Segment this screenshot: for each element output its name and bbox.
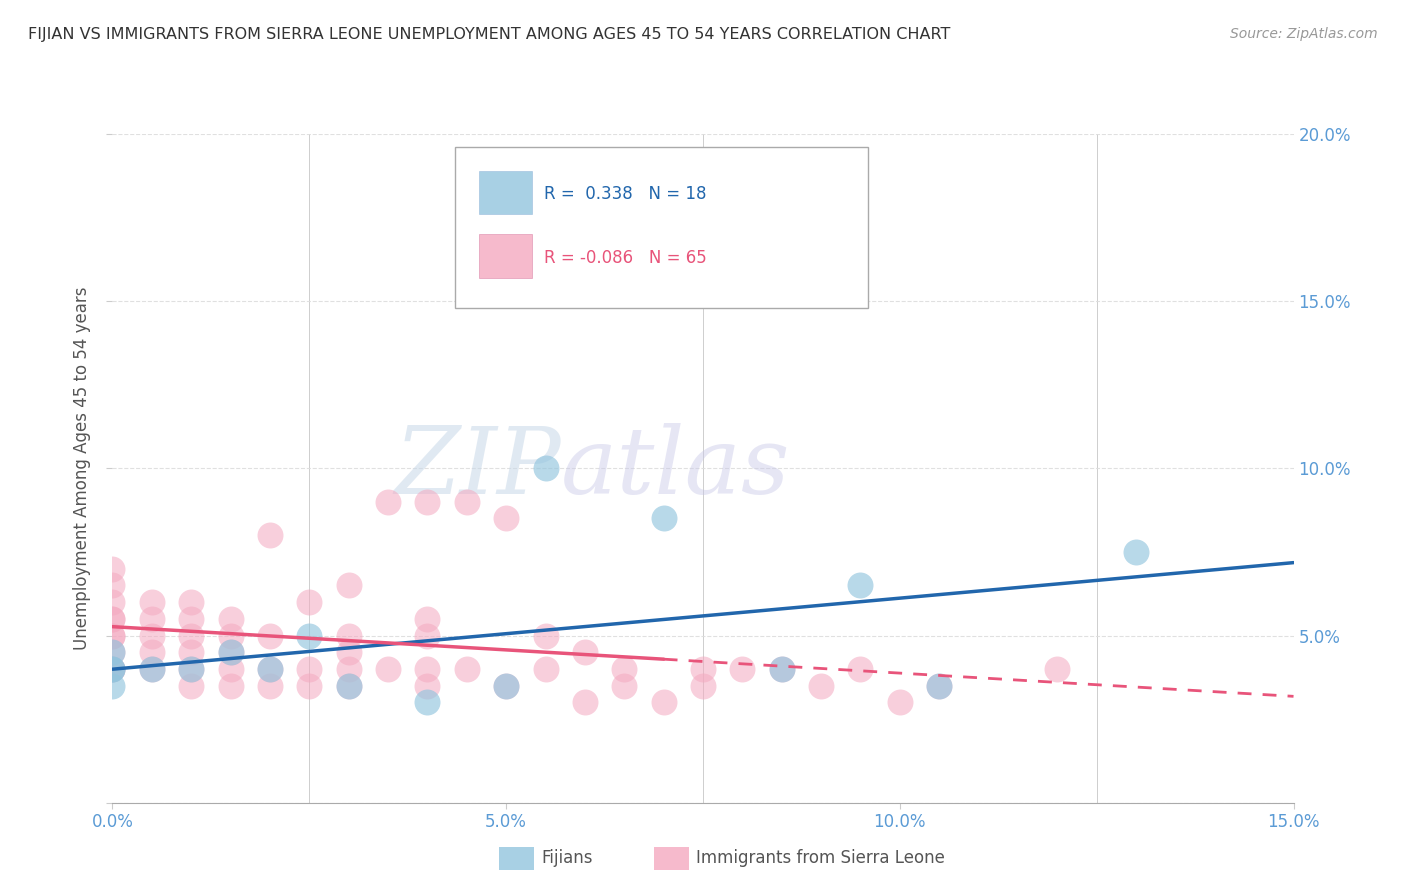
Point xyxy=(574,645,596,659)
Point xyxy=(101,595,124,609)
Point xyxy=(416,679,439,693)
Point xyxy=(298,628,321,642)
Point xyxy=(849,662,872,676)
Point xyxy=(534,461,557,475)
Point xyxy=(101,612,124,626)
Point xyxy=(416,696,439,710)
Point xyxy=(298,679,321,693)
FancyBboxPatch shape xyxy=(478,170,531,214)
Point xyxy=(298,595,321,609)
Point xyxy=(101,662,124,676)
Text: atlas: atlas xyxy=(561,424,790,513)
Point xyxy=(141,662,163,676)
Text: R =  0.338   N = 18: R = 0.338 N = 18 xyxy=(544,185,706,203)
Point xyxy=(337,578,360,592)
Point xyxy=(337,645,360,659)
Point xyxy=(259,528,281,542)
Text: Fijians: Fijians xyxy=(541,849,593,867)
Point xyxy=(416,662,439,676)
Point xyxy=(416,494,439,508)
Point xyxy=(416,628,439,642)
Point xyxy=(416,612,439,626)
Text: Immigrants from Sierra Leone: Immigrants from Sierra Leone xyxy=(696,849,945,867)
Point xyxy=(180,662,202,676)
Point xyxy=(534,662,557,676)
Point xyxy=(456,662,478,676)
Point xyxy=(377,494,399,508)
Point xyxy=(141,628,163,642)
Point xyxy=(652,511,675,525)
Point xyxy=(219,612,242,626)
Point xyxy=(337,628,360,642)
Point xyxy=(101,662,124,676)
Text: R = -0.086   N = 65: R = -0.086 N = 65 xyxy=(544,249,706,267)
Point xyxy=(770,662,793,676)
Point xyxy=(337,679,360,693)
Point xyxy=(1046,662,1069,676)
FancyBboxPatch shape xyxy=(478,235,531,277)
Text: Source: ZipAtlas.com: Source: ZipAtlas.com xyxy=(1230,27,1378,41)
Point xyxy=(810,679,832,693)
Point xyxy=(849,578,872,592)
Point xyxy=(219,628,242,642)
Point xyxy=(337,662,360,676)
Point xyxy=(101,628,124,642)
Point xyxy=(1125,545,1147,559)
Point xyxy=(259,628,281,642)
Point xyxy=(141,595,163,609)
Point xyxy=(259,662,281,676)
Text: FIJIAN VS IMMIGRANTS FROM SIERRA LEONE UNEMPLOYMENT AMONG AGES 45 TO 54 YEARS CO: FIJIAN VS IMMIGRANTS FROM SIERRA LEONE U… xyxy=(28,27,950,42)
Point xyxy=(692,679,714,693)
Point xyxy=(259,679,281,693)
Point xyxy=(298,662,321,676)
Point xyxy=(337,679,360,693)
Point xyxy=(377,662,399,676)
Text: ZIP: ZIP xyxy=(395,424,561,513)
Point xyxy=(770,662,793,676)
Point xyxy=(259,662,281,676)
Point xyxy=(219,662,242,676)
Point xyxy=(928,679,950,693)
Point xyxy=(534,628,557,642)
Point xyxy=(101,645,124,659)
Point xyxy=(692,662,714,676)
Point xyxy=(101,612,124,626)
Y-axis label: Unemployment Among Ages 45 to 54 years: Unemployment Among Ages 45 to 54 years xyxy=(73,286,91,650)
Point xyxy=(101,662,124,676)
Point xyxy=(101,628,124,642)
Point xyxy=(219,679,242,693)
Point xyxy=(495,511,517,525)
Point xyxy=(101,562,124,576)
Point xyxy=(731,662,754,676)
Point xyxy=(101,679,124,693)
Point xyxy=(613,679,636,693)
Point xyxy=(141,645,163,659)
Point xyxy=(574,696,596,710)
Point xyxy=(180,628,202,642)
Point xyxy=(101,645,124,659)
Point xyxy=(180,645,202,659)
Point xyxy=(613,662,636,676)
Point xyxy=(219,645,242,659)
Point xyxy=(141,662,163,676)
FancyBboxPatch shape xyxy=(456,147,869,308)
Point xyxy=(219,645,242,659)
Point xyxy=(141,612,163,626)
Point xyxy=(889,696,911,710)
Point xyxy=(180,662,202,676)
Point xyxy=(180,679,202,693)
Point xyxy=(180,612,202,626)
Point xyxy=(652,696,675,710)
Point xyxy=(101,578,124,592)
Point xyxy=(101,662,124,676)
Point xyxy=(495,679,517,693)
Point xyxy=(456,494,478,508)
Point xyxy=(495,679,517,693)
Point xyxy=(928,679,950,693)
Point xyxy=(180,595,202,609)
